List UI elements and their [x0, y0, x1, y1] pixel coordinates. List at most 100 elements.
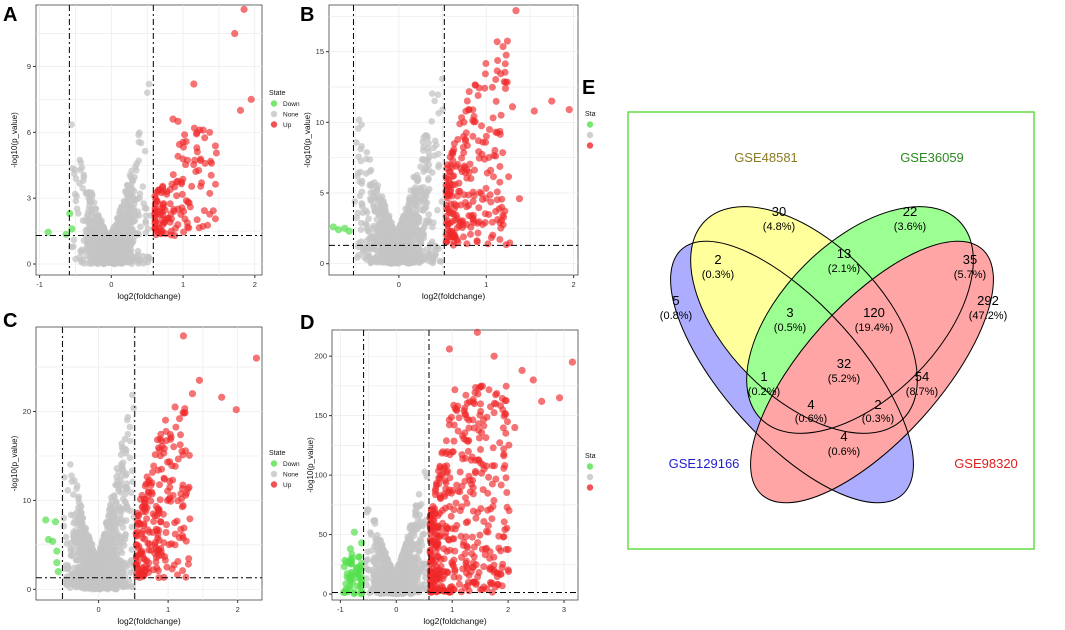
- up-point: [530, 107, 538, 115]
- up-point: [466, 160, 474, 168]
- none-point: [140, 200, 147, 207]
- up-point: [158, 227, 166, 235]
- up-point: [480, 518, 488, 525]
- none-point: [98, 548, 105, 556]
- up-point: [211, 142, 219, 150]
- up-point: [565, 106, 573, 114]
- none-point: [426, 241, 434, 249]
- up-point: [162, 529, 170, 536]
- none-point: [429, 258, 436, 265]
- none-point: [118, 204, 125, 212]
- up-point: [134, 558, 142, 566]
- none-point: [418, 156, 426, 164]
- none-point: [130, 404, 137, 412]
- up-point: [500, 445, 508, 453]
- up-point: [180, 228, 188, 236]
- none-point: [363, 581, 370, 589]
- up-point: [469, 116, 477, 124]
- none-point: [367, 189, 375, 196]
- up-point: [132, 529, 140, 537]
- none-point: [355, 116, 363, 123]
- none-point: [378, 556, 385, 563]
- x-tick-label: 2: [572, 280, 576, 289]
- up-point: [179, 502, 187, 509]
- up-point: [501, 84, 510, 93]
- none-point: [363, 557, 370, 564]
- up-point: [152, 226, 160, 234]
- none-point: [425, 211, 432, 218]
- none-point: [410, 252, 417, 260]
- up-point: [150, 462, 158, 470]
- up-point: [463, 240, 471, 248]
- panel-label-c: C: [3, 310, 18, 332]
- series-up: [426, 328, 577, 596]
- up-point: [185, 199, 193, 207]
- none-point: [402, 542, 409, 550]
- none-point: [428, 90, 436, 97]
- none-point: [129, 193, 137, 201]
- up-point: [477, 190, 485, 198]
- up-point: [490, 152, 498, 159]
- up-point: [200, 207, 208, 215]
- none-point: [75, 582, 83, 589]
- none-point: [407, 522, 414, 529]
- none-point: [381, 244, 389, 251]
- none-point: [115, 567, 122, 575]
- y-tick-label: 20: [23, 407, 31, 416]
- none-point: [100, 235, 107, 242]
- none-point: [380, 566, 387, 573]
- none-point: [369, 225, 376, 232]
- series-none: [60, 391, 138, 593]
- none-point: [124, 430, 132, 438]
- none-point: [428, 118, 435, 125]
- up-point: [469, 132, 477, 140]
- none-point: [359, 209, 367, 216]
- none-point: [425, 153, 433, 161]
- up-point: [474, 229, 482, 237]
- none-point: [435, 161, 443, 169]
- none-point: [139, 183, 147, 190]
- none-point: [126, 171, 134, 179]
- down-point: [68, 225, 76, 233]
- none-point: [78, 246, 86, 254]
- up-point: [176, 441, 184, 449]
- none-point: [113, 465, 121, 472]
- none-point: [383, 213, 390, 221]
- up-point: [191, 156, 199, 164]
- up-point: [139, 534, 147, 542]
- none-point: [358, 177, 366, 185]
- up-point: [487, 505, 495, 513]
- none-point: [374, 256, 381, 264]
- legend-title: State: [269, 90, 285, 97]
- none-point: [64, 565, 71, 572]
- none-point: [120, 518, 127, 526]
- none-point: [108, 494, 115, 501]
- none-point: [415, 218, 422, 225]
- none-point: [62, 533, 70, 541]
- none-point: [438, 198, 446, 205]
- up-point: [206, 128, 214, 136]
- up-point: [449, 241, 457, 249]
- none-point: [91, 564, 99, 572]
- none-point: [123, 229, 131, 236]
- up-point: [448, 192, 456, 200]
- up-point: [252, 354, 261, 362]
- down-point: [51, 518, 60, 526]
- up-point: [465, 424, 473, 432]
- none-point: [424, 176, 432, 184]
- none-point: [108, 234, 116, 242]
- up-point: [181, 131, 189, 139]
- none-point: [79, 184, 86, 192]
- none-point: [388, 237, 396, 244]
- none-point: [355, 125, 362, 132]
- up-point: [496, 178, 504, 186]
- none-point: [82, 549, 89, 557]
- none-point: [119, 578, 127, 586]
- none-point: [135, 138, 143, 146]
- none-point: [105, 549, 113, 556]
- up-point: [162, 416, 169, 424]
- up-point: [548, 97, 556, 105]
- none-point: [412, 502, 420, 509]
- x-axis-label: log2(foldchange): [117, 616, 180, 626]
- none-point: [401, 256, 409, 264]
